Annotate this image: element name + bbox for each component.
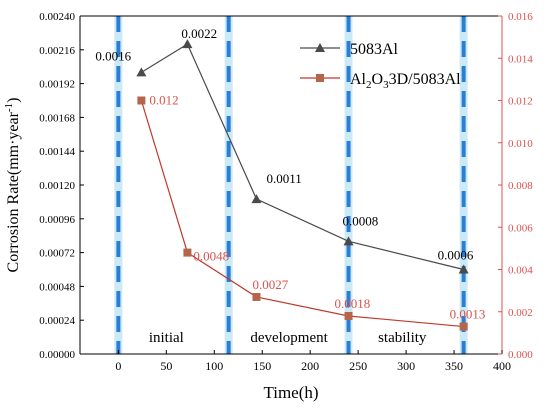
x-tick-label: 350 <box>445 359 463 373</box>
data-label: 0.0006 <box>438 248 474 263</box>
y-left-tick-label: 0.00144 <box>39 146 75 158</box>
y-right-tick-label: 0.002 <box>508 307 533 319</box>
data-point-square <box>183 248 192 257</box>
x-tick-label: 0 <box>115 359 121 373</box>
y-left-tick-label: 0.00216 <box>39 45 75 57</box>
y-right-tick-label: 0.004 <box>508 265 533 277</box>
x-tick-label: 50 <box>160 359 172 373</box>
legend-label-5083al: 5083Al <box>350 41 399 58</box>
x-tick-label: 300 <box>397 359 415 373</box>
data-point-triangle <box>458 264 469 274</box>
data-label: 0.0048 <box>193 249 229 264</box>
data-label: 0.0022 <box>181 26 217 41</box>
y-right-tick-label: 0.006 <box>508 222 533 234</box>
y-left-tick-label: 0.00240 <box>39 11 75 23</box>
y-right-tick-label: 0.016 <box>508 11 533 23</box>
data-label: 0.0027 <box>252 277 288 292</box>
y-left-tick-label: 0.00072 <box>39 248 75 260</box>
data-point-square <box>459 322 468 331</box>
data-point-square <box>344 311 353 320</box>
x-tick-label: 400 <box>493 359 511 373</box>
y-left-tick-label: 0.00024 <box>39 315 75 327</box>
y-left-axis-title: Corrosion Rate(mm·year-1) <box>3 98 22 273</box>
y-right-tick-label: 0.012 <box>508 96 533 108</box>
data-point-triangle <box>251 194 262 204</box>
y-left-tick-label: 0.00192 <box>39 79 75 91</box>
y-right-tick-label: 0.000 <box>508 349 533 361</box>
y-left-tick-label: 0.00000 <box>39 349 75 361</box>
data-point-square <box>137 96 146 105</box>
y-left-tick-label: 0.00168 <box>39 112 75 124</box>
legend-marker-square <box>316 74 324 82</box>
data-label: 0.0016 <box>95 48 131 63</box>
legend-label-al2o3: Al2O33D/5083Al <box>350 71 461 91</box>
y-right-tick-label: 0.008 <box>508 180 533 192</box>
x-tick-label: 100 <box>205 359 223 373</box>
series-line-1 <box>140 100 464 328</box>
data-label: 0.0008 <box>343 213 379 228</box>
y-left-tick-label: 0.00096 <box>39 214 75 226</box>
y-left-tick-label: 0.00048 <box>39 281 75 293</box>
x-axis-title: Time(h) <box>263 383 318 402</box>
data-label: 0.012 <box>149 93 178 108</box>
data-label: 0.0018 <box>335 296 371 311</box>
data-point-triangle <box>182 39 193 49</box>
y-right-tick-label: 0.014 <box>508 53 533 65</box>
data-point-triangle <box>136 67 147 77</box>
data-point-square <box>252 292 261 301</box>
y-left-tick-label: 0.00120 <box>39 180 75 192</box>
stage-label: initial <box>149 330 184 346</box>
x-tick-label: 250 <box>349 359 367 373</box>
data-label: 0.0013 <box>450 307 486 322</box>
data-label: 0.0011 <box>266 171 301 186</box>
stage-label: stability <box>378 330 427 346</box>
x-tick-label: 200 <box>301 359 319 373</box>
x-tick-label: 150 <box>253 359 271 373</box>
data-point-triangle <box>343 236 354 246</box>
stage-label: development <box>250 330 328 346</box>
legend-marker-triangle <box>315 43 325 52</box>
y-right-tick-label: 0.010 <box>508 138 533 150</box>
